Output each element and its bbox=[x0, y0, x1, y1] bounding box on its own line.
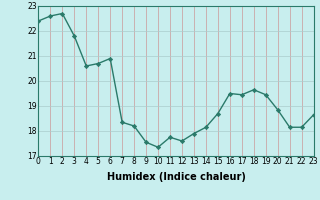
X-axis label: Humidex (Indice chaleur): Humidex (Indice chaleur) bbox=[107, 172, 245, 182]
